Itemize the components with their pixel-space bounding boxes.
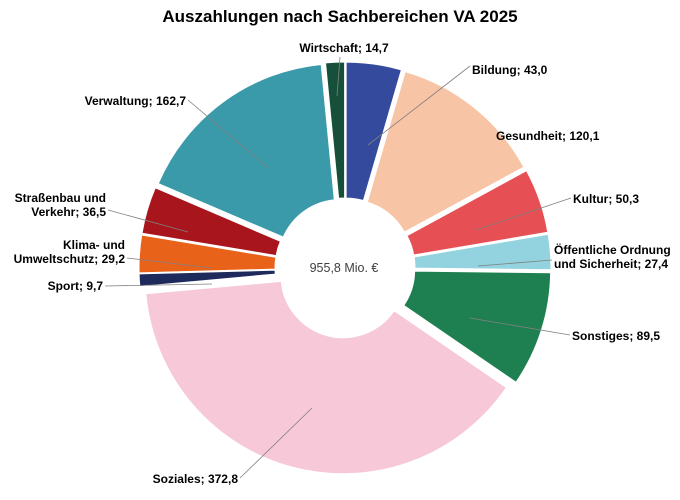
leader-lines [104,56,572,479]
slice-label-line: Soziales; 372,8 [153,472,239,486]
slice-label: Klima- und Umweltschutz; 29,2 [14,238,126,266]
leader-line [187,99,269,169]
chart-title: Auszahlungen nach Sachbereichen VA 2025 [162,7,517,26]
slice-label-line: Sport; 9,7 [48,279,104,293]
slice-label-line: Verkehr; 36,5 [31,205,106,219]
slice-label-line: Gesundheit; 120,1 [496,129,600,143]
leader-line [475,197,572,231]
slice-label-line: Öffentliche Ordnung [554,242,671,257]
slice-label: Verwaltung; 162,7 [85,94,187,108]
donut-slice [345,61,402,202]
leader-line [239,407,313,479]
slice-label: Wirtschaft; 14,7 [299,41,389,55]
center-total-label: 955,8 Mio. € [310,261,379,275]
donut-slice [403,270,552,383]
leader-line [469,317,571,336]
slice-label: Öffentliche Ordnung und Sicherheit; 27,4 [554,242,671,271]
slice-label: Kultur; 50,3 [573,192,639,206]
slice-label-line: Straßenbau und [15,191,106,205]
slice-label: Soziales; 372,8 [153,472,239,486]
donut-slice [138,269,276,287]
slice-labels: Bildung; 43,0 Gesundheit; 120,1 Kultur; 50… [14,41,671,486]
slice-label-line: Kultur; 50,3 [573,192,639,206]
leader-line [336,56,341,97]
leader-line [477,259,553,267]
leader-line [126,257,213,269]
slice-label: Bildung; 43,0 [472,63,548,77]
donut-slice [406,169,549,256]
slice-label-line: Verwaltung; 162,7 [85,94,187,108]
slice-label-line: Sonstiges; 89,5 [572,329,660,343]
leader-line [104,283,213,287]
donut-slice [145,280,508,475]
slice-label-line: Bildung; 43,0 [472,63,548,77]
slice-label: Gesundheit; 120,1 [496,129,600,143]
donut-slice [413,233,552,271]
slice-label-line: Klima- und [63,238,125,252]
leader-line [107,209,189,233]
slice-label-line: und Sicherheit; 27,4 [554,257,668,271]
donut-slice [157,63,335,238]
slice-label-line: Umweltschutz; 29,2 [14,252,126,266]
donut-slice [141,187,281,257]
leader-line [367,65,471,146]
slice-label: Sonstiges; 89,5 [572,329,660,343]
slice-label: Straßenbau und Verkehr; 36,5 [15,191,107,219]
slices-group [138,61,552,475]
donut-slice [324,61,346,199]
slice-label-line: Wirtschaft; 14,7 [299,41,389,55]
slice-label: Sport; 9,7 [48,279,104,293]
